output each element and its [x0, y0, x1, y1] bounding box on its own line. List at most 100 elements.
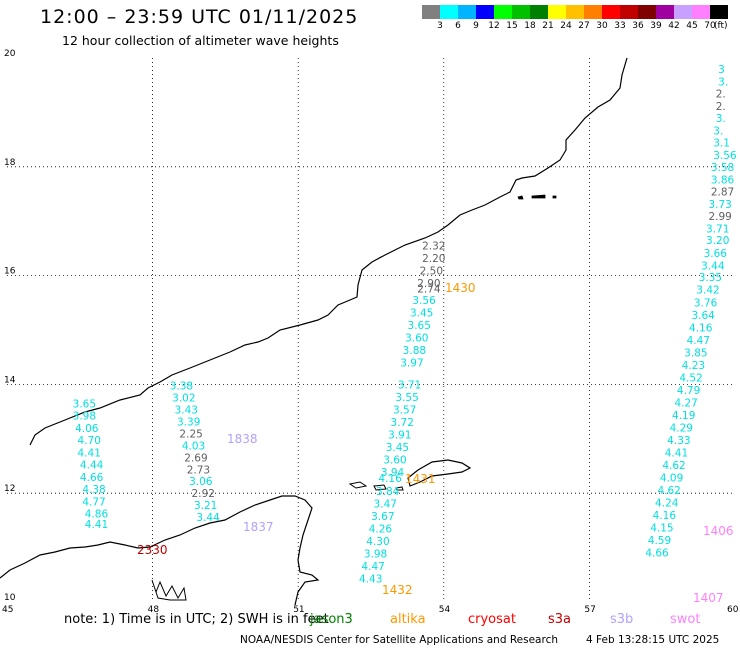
wave-height-value: 3.71	[398, 379, 421, 391]
legend-swatch	[440, 5, 458, 19]
legend-swatch	[458, 5, 476, 19]
legend-swatch	[512, 5, 530, 19]
wave-height-value: 3.57	[393, 404, 416, 416]
wave-height-value: 3.20	[706, 235, 729, 247]
wave-height-value: 2.32	[422, 241, 445, 253]
wave-height-value: 4.24	[655, 497, 679, 509]
wave-height-value: 3.97	[400, 358, 423, 370]
wave-height-value: 3.60	[405, 333, 428, 345]
wave-height-value: 2.73	[187, 464, 210, 476]
legend-label: 6	[455, 21, 461, 31]
wave-height-value: 3.43	[175, 404, 198, 416]
wave-height-value: 3.45	[410, 308, 433, 320]
small-island	[373, 484, 387, 491]
lat-tick-label: 16	[4, 267, 16, 277]
wave-height-value: 2.90	[417, 278, 440, 290]
wave-height-value: 4.86	[85, 508, 109, 520]
wave-height-value: 4.16	[653, 510, 677, 522]
wave-height-value: 4.77	[82, 496, 105, 508]
wave-height-value: 3.91	[388, 429, 411, 441]
wave-height-value: 3.66	[704, 248, 728, 260]
wave-height-value: 3.	[716, 113, 726, 125]
lon-tick-label: 45	[2, 605, 13, 615]
wave-height-value: 3.35	[699, 272, 722, 284]
wave-height-value: 3.1	[713, 137, 730, 149]
legend-swatch	[530, 5, 548, 19]
generation-timestamp: 4 Feb 13:28:15 UTC 2025	[586, 634, 720, 646]
axis-ticks: 45 48 51 54 57 60 20 18 16 14 12 10	[2, 49, 739, 615]
lat-tick-label: 14	[4, 375, 16, 385]
wave-height-value: 4.06	[75, 423, 99, 435]
legend-label: 9	[473, 21, 479, 31]
wave-height-value: 3.64	[691, 310, 715, 322]
wave-height-value: 4.27	[674, 397, 697, 409]
pass-time-labels: 2330 1838 1837 1430 1431 1432 1406 1407	[137, 281, 734, 605]
satellite-name: s3a	[548, 612, 572, 627]
legend-label: 15	[506, 21, 518, 31]
legend-swatch	[710, 5, 728, 19]
wave-height-value: 3.06	[189, 476, 213, 488]
wave-height-value: 4.79	[677, 385, 700, 397]
wave-height-value: 4.30	[366, 536, 389, 548]
wave-height-value: 4.66	[645, 547, 669, 559]
legend-label: 18	[524, 21, 536, 31]
lat-tick-label: 10	[4, 593, 16, 603]
legend-swatch	[422, 5, 440, 19]
wave-height-value: 4.70	[78, 435, 101, 447]
pass-time-label: 2330	[137, 543, 168, 557]
wave-height-value: 3.98	[364, 549, 387, 561]
legend-swatch	[656, 5, 674, 19]
legend-swatch	[476, 5, 494, 19]
satellite-name: jason3	[310, 612, 353, 627]
legend-label: 70	[704, 21, 716, 31]
wave-height-value: 3.86	[711, 174, 735, 186]
wave-height-value: 3.60	[383, 454, 406, 466]
wave-height-value: 4.15	[650, 522, 673, 534]
wave-height-value: 2.20	[422, 253, 445, 265]
wave-height-value: 2.25	[179, 428, 202, 440]
socotra-island	[407, 459, 472, 487]
legend-label: 36	[632, 21, 644, 31]
wave-height-value: 4.43	[359, 574, 382, 586]
wave-height-value: 4.16	[689, 322, 713, 334]
pass-time-label: 1837	[243, 520, 274, 534]
map-title: 12:00 – 23:59 UTC 01/11/2025	[40, 6, 359, 28]
legend-label: 21	[542, 21, 554, 31]
legend-swatch	[548, 5, 566, 19]
wave-height-value: 2.69	[184, 452, 207, 464]
wave-height-value: 3.67	[371, 511, 394, 523]
wave-height-value: 4.41	[665, 447, 688, 459]
kuria-muria-islands	[517, 194, 557, 200]
wave-height-value: 4.52	[679, 372, 702, 384]
coastline	[0, 57, 628, 606]
wave-height-value: 4.41	[78, 447, 101, 459]
wave-height-value: 4.38	[82, 484, 105, 496]
wave-height-value: 3.98	[73, 410, 96, 422]
lon-tick-label: 48	[148, 605, 160, 615]
wave-height-value: 4.47	[361, 561, 384, 573]
legend-label: 30	[596, 21, 608, 31]
wave-height-value: 3	[718, 64, 725, 76]
wave-height-value: 4.62	[662, 460, 685, 472]
wave-height-value: 4.41	[85, 519, 108, 531]
lat-tick-label: 18	[4, 158, 16, 168]
wave-height-value: 3.38	[170, 380, 193, 392]
wave-height-value: 4.09	[660, 472, 683, 484]
satellite-name: swot	[670, 612, 701, 627]
legend-label: 42	[668, 21, 680, 31]
wave-height-value: 3.85	[684, 347, 707, 359]
wave-height-values: 3.653.984.064.704.414.444.664.384.774.86…	[73, 64, 737, 586]
wave-height-value: 3.45	[386, 442, 409, 454]
small-island	[348, 481, 368, 489]
wave-height-value: 3.73	[708, 199, 731, 211]
wave-height-value: 2.92	[192, 488, 215, 500]
pass-time-label: 1406	[703, 524, 734, 538]
pass-time-label: 1407	[693, 591, 724, 605]
wave-height-value: 4.47	[687, 335, 710, 347]
lat-tick-label: 12	[4, 484, 15, 494]
wave-height-value: 4.59	[648, 535, 671, 547]
wave-height-value: 2.74	[417, 284, 441, 296]
wave-height-value: 2.87	[711, 186, 734, 198]
wave-height-value: 4.23	[682, 360, 705, 372]
